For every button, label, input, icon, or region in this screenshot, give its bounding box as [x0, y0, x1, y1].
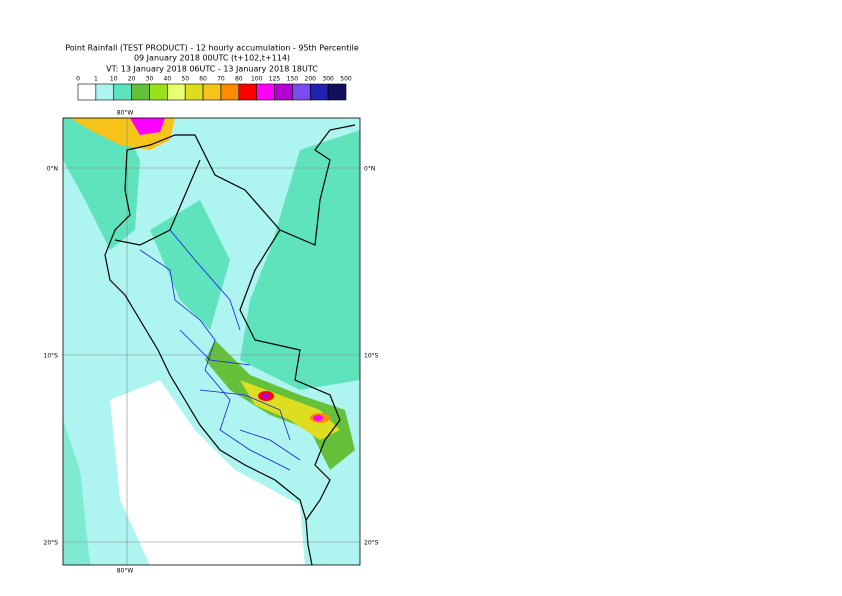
title-block: Point Rainfall (TEST PRODUCT) - 12 hourl…	[65, 44, 359, 74]
lat-label: 20°S	[44, 540, 59, 547]
rain-field	[110, 380, 305, 565]
legend-label: 50	[181, 76, 189, 83]
lat-label: 10°S	[364, 353, 379, 360]
legend-swatch	[309, 83, 329, 101]
legend-swatch	[149, 83, 168, 101]
legend-swatch	[238, 83, 257, 101]
lon-label: 80°W	[117, 110, 134, 117]
legend-label: 20	[128, 76, 136, 83]
lat-label: 0°N	[364, 166, 375, 173]
subtitle: 09 January 2018 00UTC (t+102,t+114)	[134, 54, 290, 63]
lat-label: 20°S	[364, 540, 379, 547]
map-frame	[62, 117, 361, 566]
rain-field	[262, 393, 270, 399]
rain-field	[240, 130, 360, 390]
title: Point Rainfall (TEST PRODUCT) - 12 hourl…	[65, 44, 359, 53]
border	[114, 124, 356, 521]
legend-label: 500	[340, 76, 352, 83]
legend-label: 1	[94, 76, 98, 83]
legend: 0 1 10 20 30 40 50 60 70 80 100 125 150 200 300 500	[76, 76, 352, 101]
legend-label: 150	[287, 76, 299, 83]
legend-swatch	[202, 83, 222, 101]
legend-swatch	[184, 83, 204, 101]
legend-label: 0	[76, 76, 80, 83]
rain-field	[130, 118, 165, 135]
legend-label: 80	[235, 76, 243, 83]
lat-label: 10°S	[44, 353, 59, 360]
legend-swatch	[131, 83, 150, 101]
legend-swatch	[77, 83, 97, 101]
region-boundary	[139, 229, 301, 471]
rain-field	[150, 200, 230, 330]
rain-field	[313, 415, 323, 421]
legend-label: 40	[164, 76, 172, 83]
rain-field	[63, 300, 90, 565]
legend-swatch	[274, 83, 293, 101]
valid-time: VT: 13 January 2018 06UTC - 13 January 2…	[106, 65, 318, 74]
lat-label: 0°N	[47, 166, 58, 173]
coastline	[104, 149, 313, 565]
legend-swatch	[292, 83, 311, 101]
legend-swatch	[327, 83, 347, 101]
legend-label: 60	[199, 76, 207, 83]
legend-swatch	[95, 83, 115, 101]
legend-label: 100	[251, 76, 263, 83]
map	[63, 118, 360, 565]
legend-label: 10	[110, 76, 118, 83]
legend-label: 30	[146, 76, 154, 83]
legend-label: 70	[217, 76, 225, 83]
legend-swatch	[256, 83, 275, 101]
legend-swatch	[113, 83, 132, 101]
lon-label: 80°W	[117, 568, 134, 575]
legend-label: 300	[322, 76, 334, 83]
legend-label: 125	[269, 76, 281, 83]
rain-field	[63, 118, 140, 250]
legend-label: 200	[305, 76, 317, 83]
legend-swatch	[220, 83, 240, 101]
legend-swatch	[167, 83, 186, 101]
